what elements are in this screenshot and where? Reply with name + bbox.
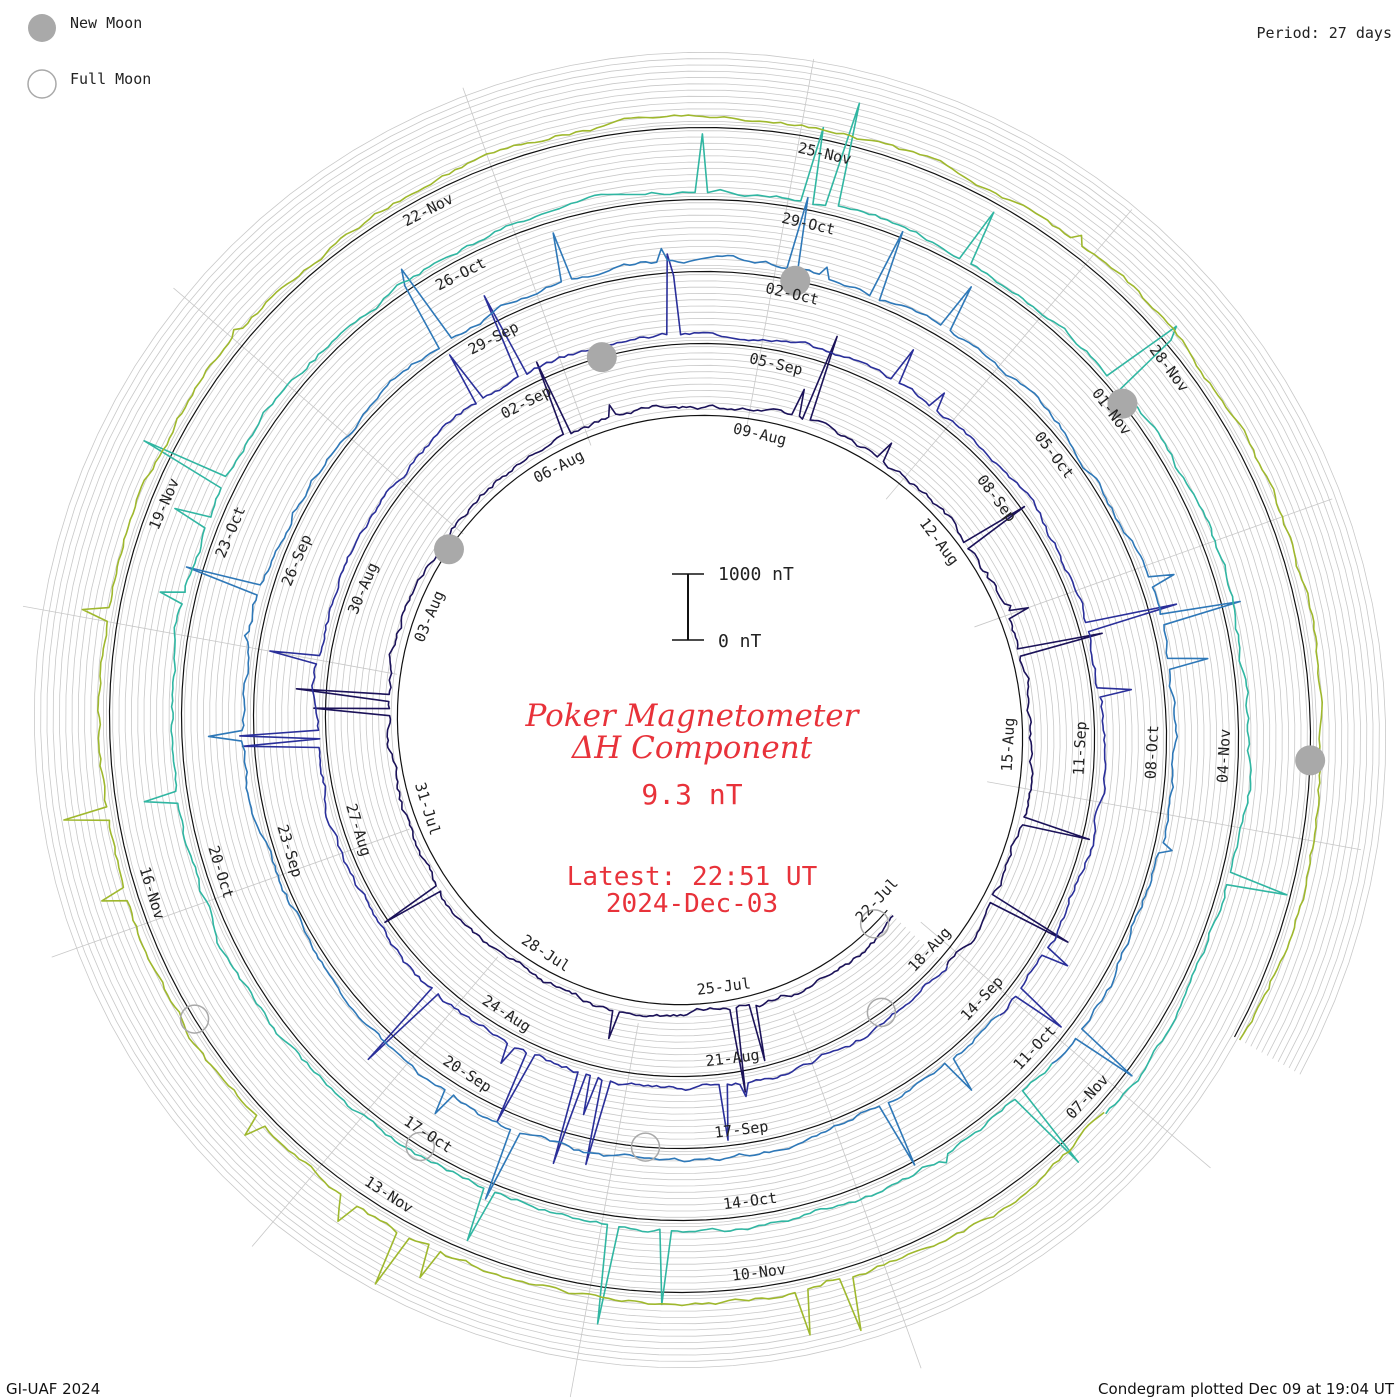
grid-spoke xyxy=(792,1010,922,1369)
new-moon-marker xyxy=(433,534,464,565)
date-tick-label: 22-Jul xyxy=(852,874,902,926)
full-moon-marker xyxy=(630,1132,661,1162)
grid-spoke xyxy=(251,956,499,1247)
date-tick-label: 07-Nov xyxy=(1062,1071,1112,1123)
date-tick-label: 21-Aug xyxy=(705,1046,761,1070)
date-tick-label: 29-Sep xyxy=(465,318,521,359)
period-label: Period: 27 days xyxy=(1257,24,1392,42)
grid-spoke xyxy=(462,87,592,446)
grid-spiral xyxy=(33,51,1387,1369)
new-moon-marker xyxy=(780,265,811,296)
current-value: 9.3 nT xyxy=(641,778,742,811)
moon-layer xyxy=(179,265,1326,1162)
grid-spoke xyxy=(987,781,1362,851)
credit-label: GI-UAF 2024 xyxy=(6,1380,101,1398)
series-line-1 xyxy=(295,335,1103,1093)
grid-spoke xyxy=(569,1023,639,1398)
scale-bar: 1000 nT 0 nT xyxy=(672,564,794,652)
grid-spiral xyxy=(59,77,1361,1343)
full-moon-legend-label: Full Moon xyxy=(70,70,151,88)
data-layer xyxy=(63,102,1323,1336)
series-line-4 xyxy=(143,102,1288,1325)
date-tick-label: 13-Nov xyxy=(361,1172,416,1217)
grid-spoke xyxy=(22,605,397,675)
date-tick-label: 04-Nov xyxy=(1213,728,1234,783)
grid-spiral xyxy=(65,83,1355,1337)
series-line-5 xyxy=(63,114,1323,1336)
date-tick-label: 08-Oct xyxy=(1142,725,1163,780)
date-tick-label: 11-Oct xyxy=(1010,1022,1060,1074)
date-tick-label: 17-Sep xyxy=(713,1117,769,1141)
grid-spoke xyxy=(51,828,410,958)
baseline-spiral xyxy=(108,126,1312,1294)
new-moon-legend-icon xyxy=(28,14,56,42)
grid-spiral xyxy=(84,102,1336,1318)
date-tick-label: 02-Sep xyxy=(498,382,554,423)
grid-spoke xyxy=(974,498,1333,628)
full-moon-marker xyxy=(179,1004,210,1034)
full-moon-legend-icon xyxy=(27,69,57,99)
new-moon-marker xyxy=(1295,745,1326,776)
scale-bar-top-label: 1000 nT xyxy=(718,564,794,585)
scale-bar-bottom-label: 0 nT xyxy=(718,631,762,652)
grid-spiral xyxy=(71,89,1349,1331)
series-line-3 xyxy=(185,196,1241,1200)
grid-spiral xyxy=(46,64,1374,1356)
grid-spiral xyxy=(102,120,1318,1300)
series-line-2 xyxy=(239,253,1178,1166)
date-tick-label: 09-Aug xyxy=(731,419,788,449)
full-moon-marker xyxy=(405,1131,435,1162)
grid-spiral xyxy=(52,70,1368,1350)
date-tick-label: 25-Jul xyxy=(696,974,752,998)
full-moon-marker xyxy=(859,909,890,939)
grid-spiral xyxy=(40,58,1380,1362)
grid-spoke xyxy=(885,209,1133,500)
plotted-label: Condegram plotted Dec 09 at 19:04 UT xyxy=(1098,1380,1394,1398)
chart-title: Poker Magnetometer xyxy=(525,698,861,734)
date-tick-label: 20-Sep xyxy=(440,1052,495,1097)
date-tick-label: 17-Oct xyxy=(401,1112,456,1157)
latest-time: Latest: 22:51 UT xyxy=(567,862,818,892)
grid-layer xyxy=(22,51,1387,1398)
grid-spoke xyxy=(173,287,464,535)
chart-subtitle: ΔH Component xyxy=(571,730,813,766)
new-moon-marker xyxy=(586,342,617,373)
full-moon-marker xyxy=(866,997,897,1028)
grid-spoke xyxy=(745,58,815,433)
new-moon-marker xyxy=(1107,388,1138,419)
grid-spiral xyxy=(77,95,1343,1325)
latest-date: 2024-Dec-03 xyxy=(606,889,778,919)
date-tick-label: 14-Sep xyxy=(957,972,1007,1024)
date-tick-label: 15-Aug xyxy=(998,717,1019,772)
date-tick-label: 11-Sep xyxy=(1070,721,1091,776)
date-tick-label: 31-Jul xyxy=(411,780,444,837)
new-moon-legend-label: New Moon xyxy=(70,14,142,32)
grid-spoke xyxy=(920,921,1211,1169)
